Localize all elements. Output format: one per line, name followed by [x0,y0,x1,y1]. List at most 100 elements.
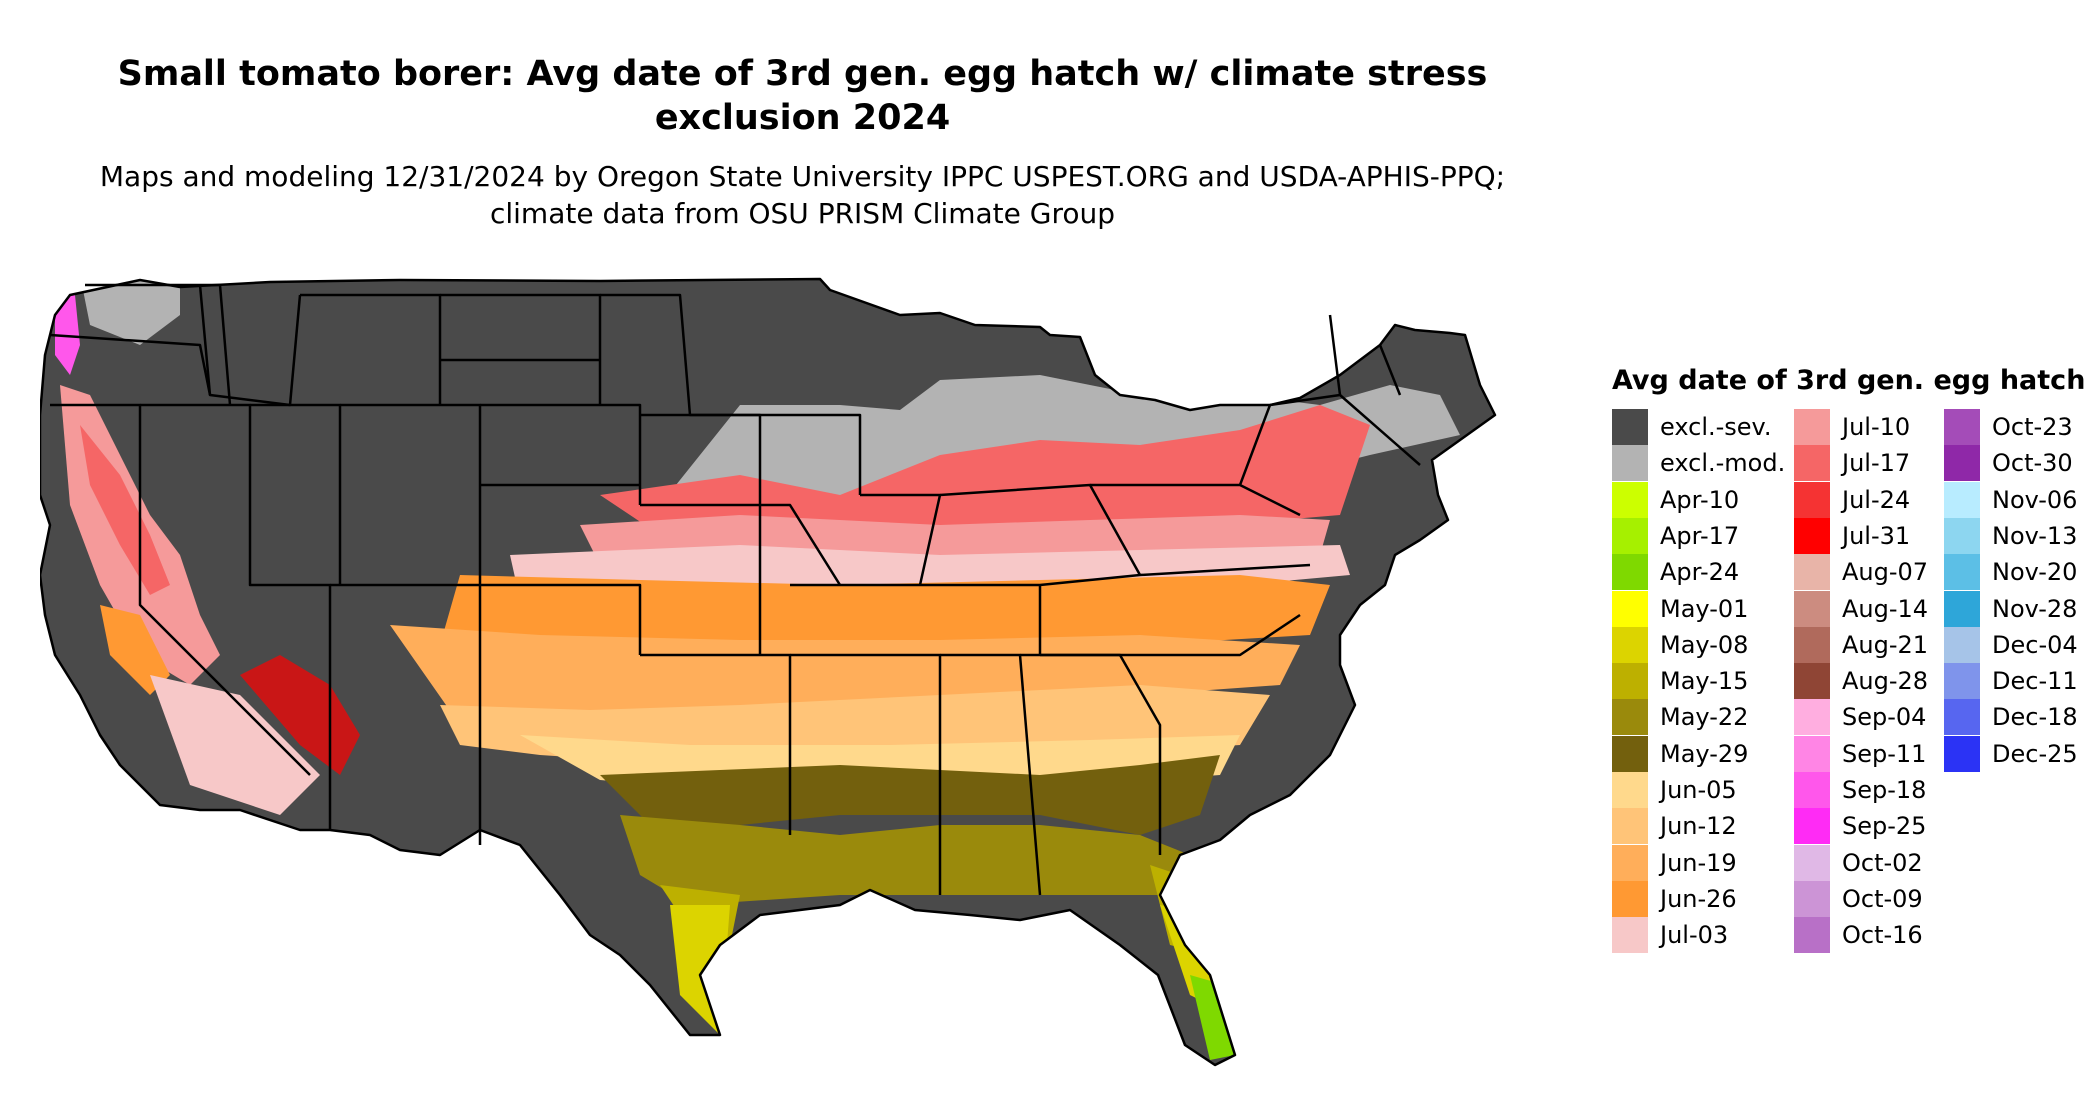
legend-item: Jul-03 [1612,917,1728,953]
legend-swatch [1944,736,1980,772]
legend-item: Sep-11 [1794,736,1926,772]
legend-label: Aug-14 [1842,595,1929,623]
legend-item: Aug-21 [1794,627,1928,663]
legend-item: Aug-07 [1794,554,1928,590]
legend-swatch [1612,518,1648,554]
legend-item: Oct-30 [1944,445,2073,481]
legend-label: Sep-04 [1842,703,1927,731]
legend-item: Nov-28 [1944,591,2077,627]
legend-label: Aug-28 [1842,667,1929,695]
legend-item: Oct-02 [1794,845,1923,881]
legend-swatch [1944,482,1980,518]
legend-swatch [1612,482,1648,518]
legend-label: Sep-11 [1842,740,1927,768]
legend-item: Aug-14 [1794,591,1928,627]
legend-swatch [1794,445,1830,481]
legend-swatch [1612,808,1648,844]
state-borders [40,277,1497,1067]
legend-item: Nov-13 [1944,518,2077,554]
legend-item: Oct-16 [1794,917,1923,953]
legend-item: excl.-sev. [1612,409,1772,445]
legend-swatch [1794,591,1830,627]
legend-swatch [1794,808,1830,844]
legend-label: Dec-11 [1992,667,2078,695]
legend-label: Jul-03 [1660,921,1729,949]
legend-swatch [1794,663,1830,699]
legend-item: May-22 [1612,699,1748,735]
legend-swatch [1944,554,1980,590]
legend-label: Nov-28 [1992,595,2078,623]
legend-item: excl.-mod. [1612,445,1785,481]
legend-item: Dec-18 [1944,699,2078,735]
legend-swatch [1944,445,1980,481]
legend-swatch [1612,881,1648,917]
legend-item: Jun-05 [1612,772,1737,808]
legend-swatch [1612,554,1648,590]
legend-swatch [1612,699,1648,735]
legend-label: Jun-26 [1660,885,1737,913]
legend-label: Aug-07 [1842,558,1929,586]
legend-swatch [1944,627,1980,663]
legend-item: May-01 [1612,591,1748,627]
legend-grid: excl.-sev. excl.-mod. Apr-10 Apr-17 Apr-24 Ma… [1612,409,2092,1049]
legend-item: May-29 [1612,736,1748,772]
legend-label: May-29 [1660,740,1749,768]
legend-swatch [1794,482,1830,518]
legend-label: Apr-24 [1660,558,1740,586]
legend-item: Dec-25 [1944,736,2078,772]
legend-label: Oct-02 [1842,849,1923,877]
legend-label: Dec-04 [1992,631,2078,659]
legend-item: May-08 [1612,627,1748,663]
legend-label: excl.-sev. [1660,413,1772,441]
conus-map [40,277,1497,1067]
legend-swatch [1794,845,1830,881]
legend-swatch [1612,445,1648,481]
legend-item: Oct-09 [1794,881,1923,917]
legend-label: Nov-06 [1992,486,2078,514]
legend-label: Jul-17 [1842,449,1911,477]
legend-label: May-22 [1660,703,1749,731]
legend-label: Jun-19 [1660,849,1737,877]
legend-label: May-01 [1660,595,1749,623]
legend-item: Jul-10 [1794,409,1910,445]
legend-swatch [1612,627,1648,663]
legend-swatch [1794,736,1830,772]
legend-label: Jul-10 [1842,413,1911,441]
legend-swatch [1612,772,1648,808]
legend-item: Sep-25 [1794,808,1926,844]
legend: Avg date of 3rd gen. egg hatch excl.-sev… [1612,364,2092,1049]
legend-item: Sep-18 [1794,772,1926,808]
legend-label: Sep-18 [1842,776,1927,804]
legend-item: Oct-23 [1944,409,2073,445]
legend-title: Avg date of 3rd gen. egg hatch [1612,365,2086,396]
legend-label: excl.-mod. [1660,449,1786,477]
legend-item: Jun-19 [1612,845,1737,881]
legend-item: Nov-20 [1944,554,2077,590]
legend-item: Jul-24 [1794,482,1910,518]
legend-item: Jul-17 [1794,445,1910,481]
legend-item: Aug-28 [1794,663,1928,699]
legend-item: Jul-31 [1794,518,1910,554]
legend-label: Oct-16 [1842,921,1923,949]
legend-label: Dec-25 [1992,740,2078,768]
legend-item: Nov-06 [1944,482,2077,518]
map-title: Small tomato borer: Avg date of 3rd gen.… [117,54,1488,138]
map-subtitle: Maps and modeling 12/31/2024 by Oregon S… [99,160,1506,230]
legend-item: Jun-26 [1612,881,1737,917]
legend-label: May-08 [1660,631,1749,659]
legend-label: Apr-10 [1660,486,1740,514]
legend-label: May-15 [1660,667,1749,695]
legend-item: Apr-24 [1612,554,1739,590]
legend-swatch [1612,917,1648,953]
legend-swatch [1944,409,1980,445]
legend-swatch [1944,699,1980,735]
legend-swatch [1794,699,1830,735]
legend-swatch [1794,554,1830,590]
legend-swatch [1794,772,1830,808]
legend-label: Nov-20 [1992,558,2078,586]
legend-swatch [1612,736,1648,772]
legend-swatch [1794,881,1830,917]
legend-item: Apr-10 [1612,482,1739,518]
legend-label: Jun-05 [1660,776,1737,804]
legend-item: Jun-12 [1612,808,1737,844]
